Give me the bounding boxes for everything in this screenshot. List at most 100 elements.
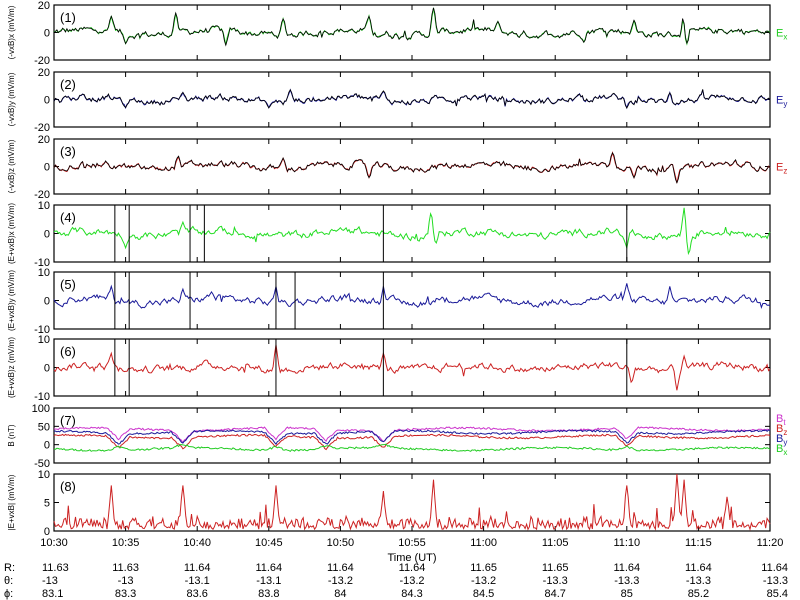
panel-number: (7) (60, 413, 76, 428)
y-tick-label: 100 (32, 403, 50, 415)
orbit-value: -13.3 (543, 575, 568, 587)
orbit-value: -13.3 (763, 575, 788, 587)
orbit-value: 84.3 (401, 588, 422, 600)
series-line (53, 283, 771, 310)
series-line (53, 443, 771, 453)
y-tick-label: -20 (34, 122, 50, 134)
x-tick-label: 11:10 (613, 537, 640, 549)
orbit-value: 84 (334, 588, 346, 600)
panel-frame (53, 204, 771, 263)
orbit-value: 11.64 (255, 562, 282, 574)
orbit-value: -13.2 (399, 575, 424, 587)
y-tick-label: 0 (44, 440, 50, 452)
orbit-value: 11.64 (613, 562, 640, 574)
orbit-value: 85 (621, 588, 633, 600)
y-tick-label: 20 (38, 0, 50, 12)
series-line (53, 433, 771, 451)
orbit-value: 83.1 (42, 588, 63, 600)
orbit-value: 11.64 (685, 562, 712, 574)
orbit-value: 85.2 (688, 588, 709, 600)
y-axis-label: B (nT) (7, 424, 16, 447)
orbit-row-label: θ: (4, 575, 13, 587)
orbit-value: 11.65 (542, 562, 569, 574)
y-axis-label: (-vxB)x (mV/m) (7, 5, 16, 59)
y-axis-label: (-vxB)y (mV/m) (7, 72, 16, 126)
legend-label: Bz (776, 423, 787, 437)
y-axis-label: (E+vxB)z (mV/m) (7, 337, 16, 398)
y-tick-label: -20 (34, 189, 50, 201)
legend-label: By (776, 433, 787, 447)
orbit-value: -13.2 (328, 575, 353, 587)
orbit-value: 84.5 (473, 588, 494, 600)
x-tick-label: 10:30 (40, 537, 68, 549)
x-tick-label: 10:55 (398, 537, 426, 549)
legend-label: Bx (776, 443, 787, 457)
panel-number: (8) (60, 479, 76, 494)
y-tick-label: -10 (34, 257, 50, 269)
legend-label: Ex (776, 28, 787, 42)
orbit-value: 11.64 (184, 562, 211, 574)
x-tick-label: 11:20 (757, 537, 784, 549)
orbit-value: 83.6 (186, 588, 207, 600)
x-tick-label: 11:00 (470, 537, 497, 549)
y-axis-label: |E+vxB| (mV/m) (7, 474, 16, 530)
y-tick-label: -10 (34, 324, 50, 336)
panel-number: (1) (60, 10, 76, 25)
y-tick-label: 10 (38, 334, 50, 346)
orbit-value: 85.4 (767, 588, 788, 600)
panel-number: (2) (60, 77, 76, 92)
panel-number: (4) (60, 210, 76, 225)
series-line (53, 7, 771, 47)
orbit-value: 83.8 (258, 588, 279, 600)
y-axis-label: (-vxB)z (mV/m) (7, 139, 16, 193)
orbit-row-label: R: (4, 562, 15, 574)
orbit-value: 11.64 (761, 562, 788, 574)
y-tick-label: 0 (44, 28, 50, 40)
y-tick-label: 10 (38, 200, 50, 212)
y-tick-label: 0 (44, 363, 50, 375)
orbit-value: 11.64 (327, 562, 354, 574)
legend-label: Bt (776, 413, 786, 427)
x-tick-label: 10:40 (183, 537, 211, 549)
legend-subscript: t (783, 418, 786, 427)
y-axis-label: (E+vxB)x (mV/m) (7, 203, 16, 264)
orbit-value: -13 (42, 575, 58, 587)
y-tick-label: 20 (38, 134, 50, 146)
y-tick-label: -50 (34, 458, 50, 470)
legend-subscript: z (783, 167, 787, 176)
y-tick-label: 10 (38, 469, 50, 481)
series-line (53, 88, 771, 109)
y-tick-label: 5 (44, 498, 50, 510)
orbit-value: 11.63 (112, 562, 139, 574)
orbit-value: 11.65 (470, 562, 497, 574)
series-line (53, 207, 771, 256)
legend-subscript: z (783, 428, 787, 437)
orbit-value: 84.7 (544, 588, 565, 600)
orbit-value: -13.1 (256, 575, 281, 587)
series-line (53, 473, 771, 531)
orbit-value: -13.3 (614, 575, 639, 587)
legend-subscript: x (783, 33, 787, 42)
y-tick-label: 50 (38, 421, 50, 433)
orbit-value: -13.3 (686, 575, 711, 587)
y-axis-label: (E+vxB)y (mV/m) (7, 270, 16, 331)
y-tick-label: 20 (38, 67, 50, 79)
series-line (53, 344, 771, 391)
y-tick-label: 0 (44, 229, 50, 241)
x-tick-label: 11:15 (685, 537, 712, 549)
orbit-value: 11.63 (42, 562, 69, 574)
legend-label: Ez (776, 162, 787, 176)
y-tick-label: 0 (44, 95, 50, 107)
panel-frame (53, 4, 771, 61)
y-tick-label: -20 (34, 55, 50, 67)
panel-number: (3) (60, 144, 76, 159)
x-tick-label: 10:45 (255, 537, 283, 549)
orbit-value: 83.3 (115, 588, 136, 600)
orbit-row-label: ϕ: (4, 588, 13, 600)
orbit-value: -13 (118, 575, 134, 587)
y-tick-label: 10 (38, 267, 50, 279)
y-tick-label: -10 (34, 391, 50, 403)
legend-subscript: y (783, 100, 787, 109)
panel-number: (6) (60, 344, 76, 359)
